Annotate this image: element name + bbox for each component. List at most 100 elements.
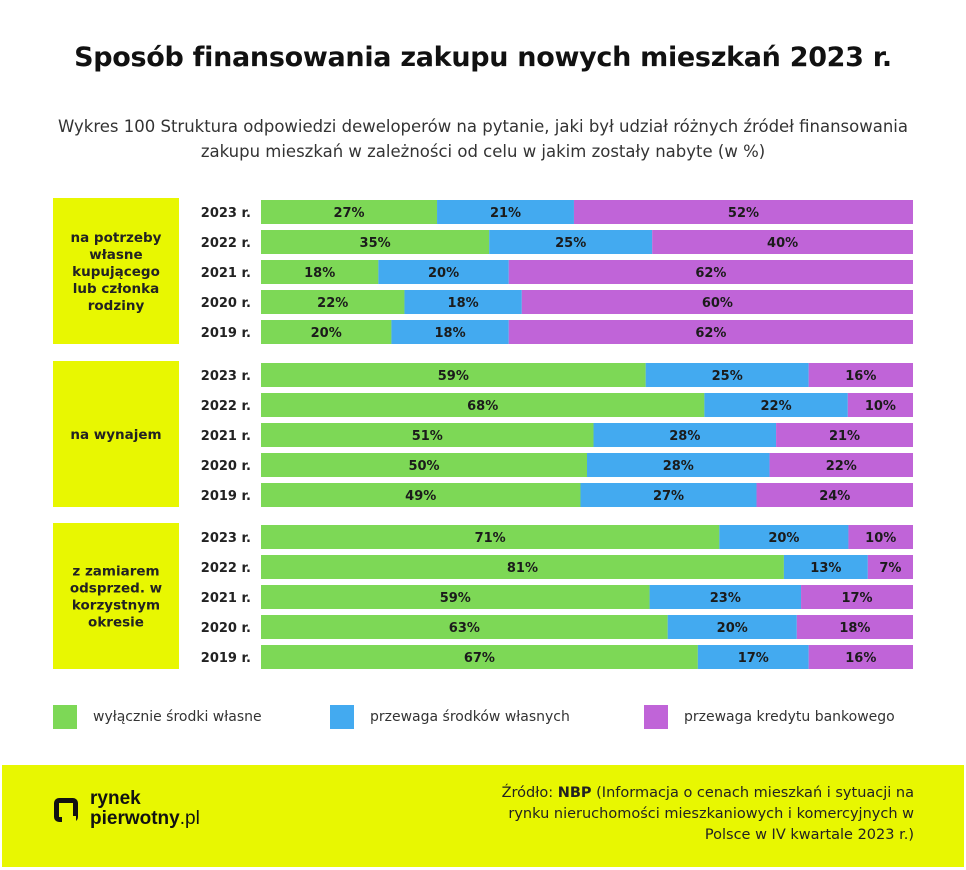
- bar-segment: [521, 290, 913, 314]
- data-label: 51%: [412, 429, 443, 444]
- bar-segment: [261, 393, 705, 417]
- bar-segment: [261, 585, 650, 609]
- data-label: 62%: [695, 326, 726, 341]
- data-label: 49%: [405, 489, 436, 504]
- bar-segment: [667, 615, 797, 639]
- data-label: 28%: [669, 429, 700, 444]
- year-label: 2022 r.: [201, 561, 251, 576]
- year-label: 2020 r.: [201, 296, 251, 311]
- bar-segment: [719, 525, 849, 549]
- data-label: 10%: [865, 399, 896, 414]
- stacked-bar-chart: na potrzeby własne kupującego lub członka ro…: [53, 198, 913, 669]
- group-label: na wynajem: [70, 427, 161, 443]
- data-label: 50%: [408, 459, 439, 474]
- data-label: 22%: [317, 296, 348, 311]
- bar-segment: [508, 260, 913, 284]
- source-org: NBP: [557, 785, 592, 801]
- legend-swatch-purple: [644, 705, 668, 729]
- bar-segment: [437, 200, 574, 224]
- bar-segment: [801, 585, 913, 609]
- bar-segment: [508, 320, 913, 344]
- bar-segment: [261, 320, 392, 344]
- data-label: 52%: [728, 206, 759, 221]
- brand-logo: rynek pierwotny.pl: [90, 789, 200, 829]
- data-label: 20%: [428, 266, 459, 281]
- bar-segment: [261, 453, 587, 477]
- bar-segment: [261, 615, 668, 639]
- bar-segment: [580, 483, 757, 507]
- group-label-box: [53, 523, 179, 669]
- data-label: 67%: [464, 651, 495, 666]
- chart-subtitle: Wykres 100 Struktura odpowiedzi dewelope…: [57, 117, 909, 161]
- data-label: 28%: [663, 459, 694, 474]
- data-label: 20%: [311, 326, 342, 341]
- year-label: 2022 r.: [201, 399, 251, 414]
- data-label: 60%: [702, 296, 733, 311]
- data-label: 18%: [839, 621, 870, 636]
- data-label: 20%: [717, 621, 748, 636]
- data-label: 16%: [845, 651, 876, 666]
- data-label: 18%: [304, 266, 335, 281]
- group-label-box: [53, 198, 179, 344]
- bar-segment: [261, 260, 379, 284]
- bar-segment: [848, 525, 913, 549]
- data-label: 81%: [507, 561, 538, 576]
- year-label: 2021 r.: [201, 429, 251, 444]
- logo-line1: rynek: [90, 788, 141, 809]
- data-label: 25%: [712, 369, 743, 384]
- footer-banner: rynek pierwotny.pl Źródło: NBP (Informac…: [2, 765, 964, 867]
- bar-segment: [704, 393, 848, 417]
- legend-swatch-blue: [330, 705, 354, 729]
- page-title: Sposób finansowania zakupu nowych mieszk…: [74, 42, 892, 73]
- bar-segment: [261, 555, 784, 579]
- data-label: 27%: [653, 489, 684, 504]
- year-label: 2021 r.: [201, 266, 251, 281]
- data-label: 17%: [841, 591, 872, 606]
- bar-segment: [391, 320, 509, 344]
- bar-segment: [489, 230, 653, 254]
- bar-segment: [808, 363, 913, 387]
- bar-segment: [404, 290, 522, 314]
- legend-label: wyłącznie środki własne: [93, 709, 262, 725]
- year-label: 2020 r.: [201, 459, 251, 474]
- bar-segment: [652, 230, 913, 254]
- source-text: (Informacja o cenach mieszkań i sytuacji…: [508, 785, 914, 843]
- data-label: 25%: [555, 236, 586, 251]
- bar-segment: [796, 615, 913, 639]
- bar-segment: [378, 260, 509, 284]
- data-label: 23%: [710, 591, 741, 606]
- logo-tld: .pl: [179, 808, 200, 829]
- bar-segment: [867, 555, 913, 579]
- data-label: 21%: [490, 206, 521, 221]
- year-label: 2023 r.: [201, 206, 251, 221]
- data-label: 62%: [695, 266, 726, 281]
- bar-segment: [808, 645, 913, 669]
- bar-segment: [261, 200, 438, 224]
- logo-line2: pierwotny: [90, 808, 180, 829]
- legend-item-mostly-bank-loan: przewaga kredytu bankowego: [644, 704, 895, 730]
- data-label: 7%: [879, 561, 901, 576]
- data-label: 35%: [360, 236, 391, 251]
- bar-segment: [261, 483, 581, 507]
- legend-label: przewaga środków własnych: [370, 709, 570, 725]
- data-label: 18%: [448, 296, 479, 311]
- data-label: 40%: [767, 236, 798, 251]
- data-label: 18%: [435, 326, 466, 341]
- data-label: 59%: [440, 591, 471, 606]
- bar-segment: [593, 423, 777, 447]
- bar-segment: [783, 555, 868, 579]
- bar-segment: [756, 483, 913, 507]
- legend-item-own-funds: wyłącznie środki własne: [53, 704, 262, 730]
- data-label: 27%: [333, 206, 364, 221]
- legend-swatch-green: [53, 705, 77, 729]
- data-label: 22%: [761, 399, 792, 414]
- bar-segment: [769, 453, 913, 477]
- bar-segment: [261, 645, 698, 669]
- bar-segment: [697, 645, 809, 669]
- data-label: 13%: [810, 561, 841, 576]
- year-label: 2019 r.: [201, 326, 251, 341]
- data-label: 63%: [449, 621, 480, 636]
- bar-segment: [645, 363, 809, 387]
- data-label: 20%: [768, 531, 799, 546]
- bar-segment: [261, 230, 490, 254]
